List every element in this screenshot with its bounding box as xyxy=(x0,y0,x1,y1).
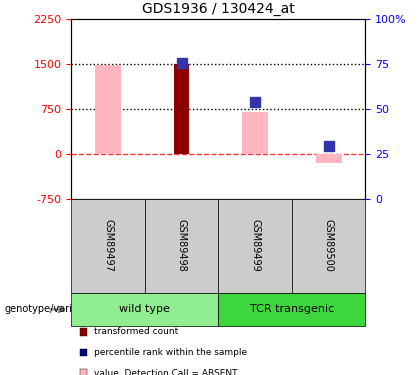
Text: genotype/variation: genotype/variation xyxy=(4,304,97,314)
Text: GSM89498: GSM89498 xyxy=(177,219,186,272)
Bar xyxy=(242,112,268,154)
Text: transformed count: transformed count xyxy=(94,327,178,336)
Bar xyxy=(316,154,341,163)
Bar xyxy=(95,65,121,154)
Text: GSM89499: GSM89499 xyxy=(250,219,260,272)
Text: GSM89500: GSM89500 xyxy=(324,219,333,272)
Text: GSM89497: GSM89497 xyxy=(103,219,113,272)
Text: value, Detection Call = ABSENT: value, Detection Call = ABSENT xyxy=(94,369,237,375)
Bar xyxy=(174,64,189,154)
Text: percentile rank within the sample: percentile rank within the sample xyxy=(94,348,247,357)
Title: GDS1936 / 130424_at: GDS1936 / 130424_at xyxy=(142,2,295,16)
Text: wild type: wild type xyxy=(119,304,171,314)
Text: TCR transgenic: TCR transgenic xyxy=(250,304,334,314)
